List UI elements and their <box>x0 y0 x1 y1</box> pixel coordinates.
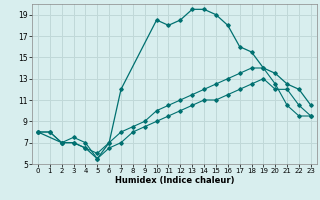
X-axis label: Humidex (Indice chaleur): Humidex (Indice chaleur) <box>115 176 234 185</box>
